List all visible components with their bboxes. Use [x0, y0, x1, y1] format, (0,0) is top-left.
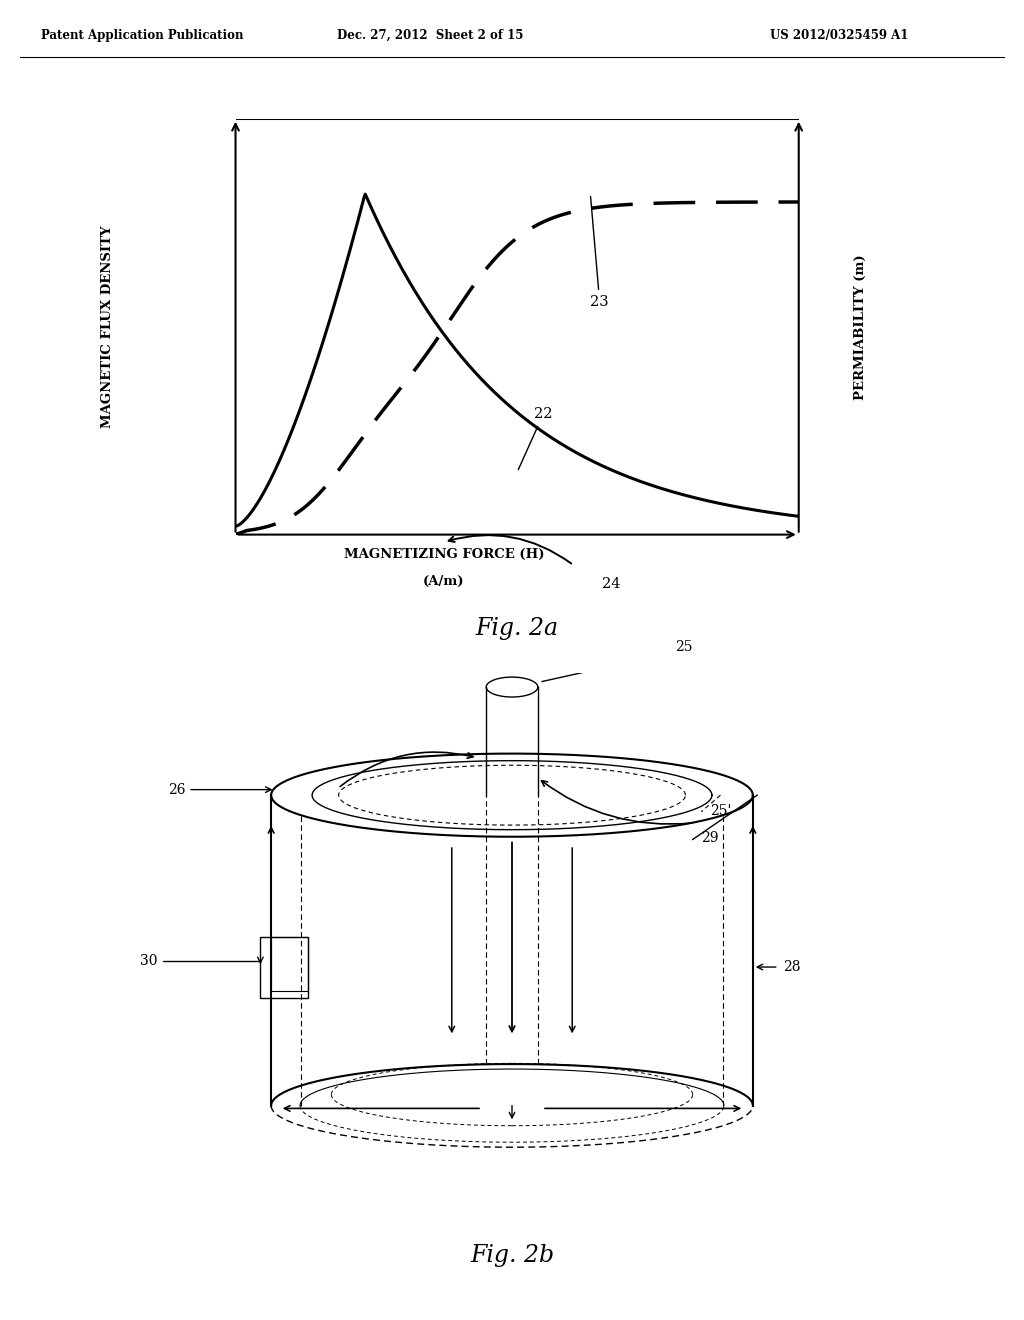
- Text: 25: 25: [676, 640, 693, 653]
- Text: PERMIABILITY (m): PERMIABILITY (m): [854, 253, 866, 400]
- Text: 29: 29: [701, 832, 719, 845]
- Text: 25': 25': [710, 804, 731, 817]
- Bar: [260, 937, 307, 998]
- Text: Fig. 2a: Fig. 2a: [475, 616, 559, 640]
- Text: Patent Application Publication: Patent Application Publication: [41, 29, 244, 42]
- Text: 22: 22: [518, 407, 553, 470]
- Text: 26: 26: [168, 783, 271, 797]
- Text: Dec. 27, 2012  Sheet 2 of 15: Dec. 27, 2012 Sheet 2 of 15: [337, 29, 523, 42]
- Text: 23: 23: [590, 197, 609, 309]
- Text: MAGNETIZING FORCE (H): MAGNETIZING FORCE (H): [344, 548, 544, 561]
- Bar: [270, 937, 308, 991]
- Text: (A/m): (A/m): [423, 576, 465, 587]
- Text: 30: 30: [140, 954, 263, 969]
- Text: Fig. 2b: Fig. 2b: [470, 1243, 554, 1267]
- Text: US 2012/0325459 A1: US 2012/0325459 A1: [770, 29, 909, 42]
- Text: 28: 28: [783, 960, 801, 974]
- Text: MAGNETIC FLUX DENSITY: MAGNETIC FLUX DENSITY: [101, 226, 114, 428]
- Text: 24: 24: [602, 577, 621, 591]
